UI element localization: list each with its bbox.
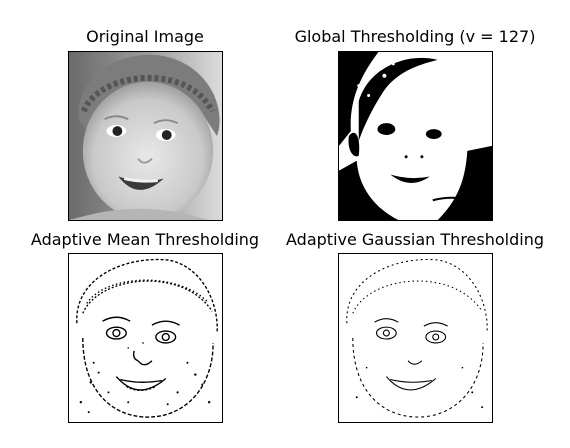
panel-global-threshold-image — [338, 51, 493, 221]
baby-photo-adaptive-mean — [69, 254, 222, 422]
baby-photo-global-threshold — [339, 52, 492, 220]
panel-adaptive-gaussian-image — [338, 253, 493, 423]
panel-original-image — [68, 51, 223, 221]
panel-title-original: Original Image — [86, 27, 204, 46]
panel-title-adaptive-mean: Adaptive Mean Thresholding — [30, 230, 260, 249]
baby-photo-adaptive-gaussian — [339, 254, 492, 422]
panel-adaptive-mean-image — [68, 253, 223, 423]
panel-title-global: Global Thresholding (v = 127) — [294, 27, 536, 46]
baby-photo-grayscale — [69, 52, 222, 220]
panel-title-adaptive-gaussian: Adaptive Gaussian Thresholding — [286, 230, 544, 249]
